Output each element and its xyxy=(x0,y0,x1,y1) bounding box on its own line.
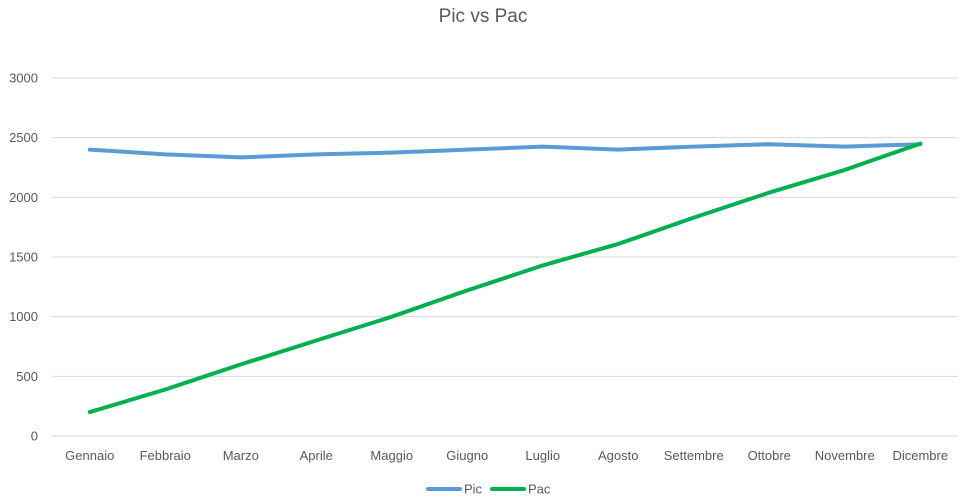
x-tick-label: Settembre xyxy=(664,448,724,463)
x-tick-label: Gennaio xyxy=(65,448,114,463)
x-tick-label: Agosto xyxy=(598,448,638,463)
x-tick-label: Dicembre xyxy=(892,448,948,463)
y-tick-label: 1000 xyxy=(9,309,38,324)
x-tick-label: Maggio xyxy=(370,448,413,463)
y-tick-label: 0 xyxy=(31,429,38,444)
x-tick-label: Giugno xyxy=(446,448,488,463)
chart-title: Pic vs Pac xyxy=(439,6,528,27)
legend-label-pac: Pac xyxy=(528,482,551,497)
y-tick-label: 3000 xyxy=(9,71,38,86)
legend-label-pic: Pic xyxy=(464,482,483,497)
y-axis-tick-labels: 0 500 1000 1500 2000 2500 3000 xyxy=(9,71,38,444)
x-tick-label: Luglio xyxy=(525,448,560,463)
x-tick-label: Febbraio xyxy=(140,448,191,463)
y-tick-label: 2000 xyxy=(9,190,38,205)
y-tick-label: 2500 xyxy=(9,130,38,145)
x-tick-label: Novembre xyxy=(815,448,875,463)
x-tick-label: Marzo xyxy=(223,448,259,463)
x-tick-label: Aprile xyxy=(300,448,333,463)
x-tick-label: Ottobre xyxy=(748,448,791,463)
y-tick-label: 500 xyxy=(16,369,38,384)
series-line-pac xyxy=(87,141,923,415)
x-axis-tick-labels: Gennaio Febbraio Marzo Aprile Maggio Giugno Lu… xyxy=(65,448,948,463)
series-lines xyxy=(87,141,923,415)
series-line-pic xyxy=(87,142,923,160)
legend: Pic Pac xyxy=(426,482,551,497)
y-tick-label: 1500 xyxy=(9,250,38,265)
